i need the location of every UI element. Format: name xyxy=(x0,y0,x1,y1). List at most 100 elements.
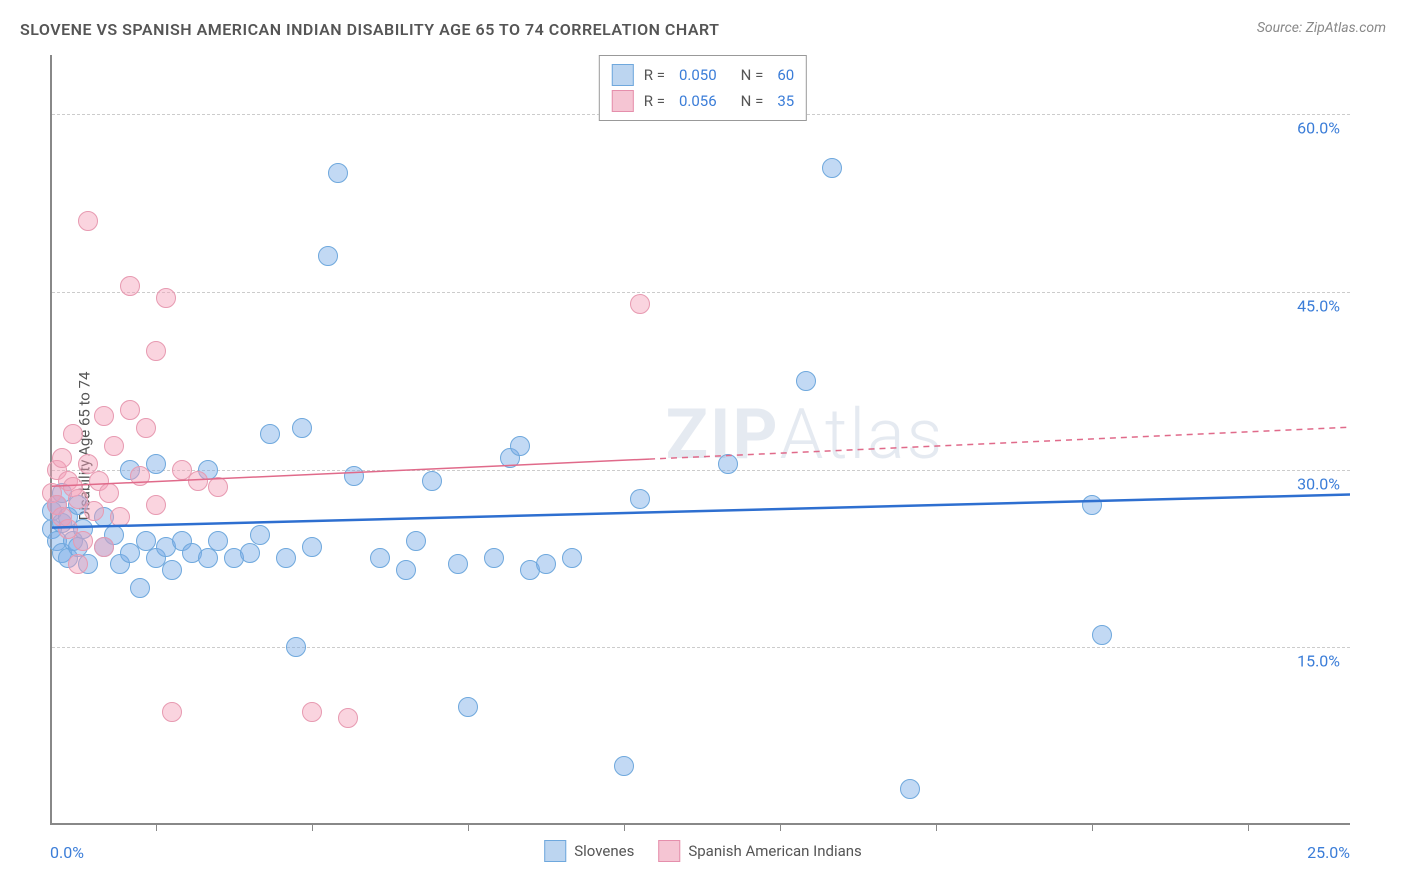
spanish-marker xyxy=(302,702,322,722)
slovenes-marker xyxy=(208,531,228,551)
spanish-swatch xyxy=(658,840,680,862)
slovenes-marker xyxy=(370,548,390,568)
legend-bottom: Slovenes Spanish American Indians xyxy=(544,840,862,862)
r-label: R = xyxy=(644,92,665,110)
x-tick xyxy=(1092,823,1093,831)
slovenes-marker xyxy=(292,418,312,438)
watermark: ZIPAtlas xyxy=(666,394,945,476)
legend-item-slovenes: Slovenes xyxy=(544,840,634,862)
slovenes-swatch xyxy=(612,64,634,86)
slovenes-marker xyxy=(318,246,338,266)
spanish-marker xyxy=(120,276,140,296)
n-label: N = xyxy=(741,66,764,84)
spanish-marker xyxy=(188,471,208,491)
slovenes-marker xyxy=(240,543,260,563)
slovenes-marker xyxy=(822,158,842,178)
spanish-marker xyxy=(78,211,98,231)
n-value: 60 xyxy=(777,66,794,84)
slovenes-marker xyxy=(136,531,156,551)
slovenes-marker xyxy=(614,756,634,776)
spanish-marker xyxy=(162,702,182,722)
slovenes-marker xyxy=(250,525,270,545)
slovenes-marker xyxy=(422,471,442,491)
spanish-marker xyxy=(630,294,650,314)
slovenes-marker xyxy=(900,779,920,799)
slovenes-marker xyxy=(458,697,478,717)
spanish-marker xyxy=(94,406,114,426)
x-axis-max-label: 25.0% xyxy=(1307,843,1350,862)
spanish-marker xyxy=(63,424,83,444)
x-tick xyxy=(468,823,469,831)
trend-lines-svg xyxy=(52,55,1350,823)
x-tick xyxy=(312,823,313,831)
x-tick xyxy=(156,823,157,831)
spanish-marker xyxy=(84,501,104,521)
source-text: Source: ZipAtlas.com xyxy=(1257,20,1386,36)
chart-title: SLOVENE VS SPANISH AMERICAN INDIAN DISAB… xyxy=(20,20,720,39)
gridline xyxy=(52,647,1350,648)
slovenes-marker xyxy=(1082,495,1102,515)
slovenes-marker xyxy=(630,489,650,509)
y-tick-label: 15.0% xyxy=(1297,652,1340,671)
slovenes-marker xyxy=(302,537,322,557)
watermark-thin: Atlas xyxy=(780,394,944,476)
legend-top-row: R = 0.056 N = 35 xyxy=(612,88,794,114)
r-label: R = xyxy=(644,66,665,84)
spanish-marker xyxy=(68,554,88,574)
spanish-swatch xyxy=(612,90,634,112)
x-axis-min-label: 0.0% xyxy=(50,843,84,862)
slovenes-marker xyxy=(396,560,416,580)
slovenes-marker xyxy=(536,554,556,574)
x-tick xyxy=(936,823,937,831)
slovenes-trend-line xyxy=(52,495,1350,528)
legend-top-row: R = 0.050 N = 60 xyxy=(612,62,794,88)
y-tick-label: 45.0% xyxy=(1297,296,1340,315)
slovenes-marker xyxy=(718,454,738,474)
slovenes-marker xyxy=(796,371,816,391)
r-value: 0.050 xyxy=(679,66,717,84)
slovenes-swatch xyxy=(544,840,566,862)
r-value: 0.056 xyxy=(679,92,717,110)
spanish-marker xyxy=(156,288,176,308)
slovenes-marker xyxy=(162,560,182,580)
spanish-marker xyxy=(110,507,130,527)
n-label: N = xyxy=(741,92,764,110)
slovenes-marker xyxy=(1092,625,1112,645)
legend-top: R = 0.050 N = 60 R = 0.056 N = 35 xyxy=(599,55,807,121)
y-tick-label: 30.0% xyxy=(1297,474,1340,493)
spanish-marker xyxy=(146,341,166,361)
legend-label: Slovenes xyxy=(574,842,634,860)
spanish-marker xyxy=(104,436,124,456)
x-tick xyxy=(1248,823,1249,831)
slovenes-marker xyxy=(510,436,530,456)
spanish-marker xyxy=(94,537,114,557)
spanish-marker xyxy=(130,466,150,486)
spanish-marker xyxy=(52,448,72,468)
legend-label: Spanish American Indians xyxy=(688,842,861,860)
n-value: 35 xyxy=(777,92,794,110)
plot-area: ZIPAtlas 15.0%30.0%45.0%60.0% xyxy=(50,55,1350,825)
slovenes-marker xyxy=(562,548,582,568)
slovenes-marker xyxy=(344,466,364,486)
x-tick xyxy=(624,823,625,831)
spanish-marker xyxy=(73,531,93,551)
spanish-marker xyxy=(136,418,156,438)
slovenes-marker xyxy=(328,163,348,183)
spanish-marker xyxy=(120,400,140,420)
spanish-marker xyxy=(146,495,166,515)
gridline xyxy=(52,292,1350,293)
slovenes-marker xyxy=(484,548,504,568)
slovenes-marker xyxy=(198,548,218,568)
spanish-trend-line-dashed xyxy=(649,427,1350,459)
slovenes-marker xyxy=(130,578,150,598)
spanish-marker xyxy=(338,708,358,728)
gridline xyxy=(52,470,1350,471)
spanish-marker xyxy=(208,477,228,497)
slovenes-marker xyxy=(260,424,280,444)
spanish-marker xyxy=(99,483,119,503)
slovenes-marker xyxy=(406,531,426,551)
spanish-marker xyxy=(78,454,98,474)
slovenes-marker xyxy=(276,548,296,568)
legend-item-spanish: Spanish American Indians xyxy=(658,840,861,862)
slovenes-marker xyxy=(286,637,306,657)
